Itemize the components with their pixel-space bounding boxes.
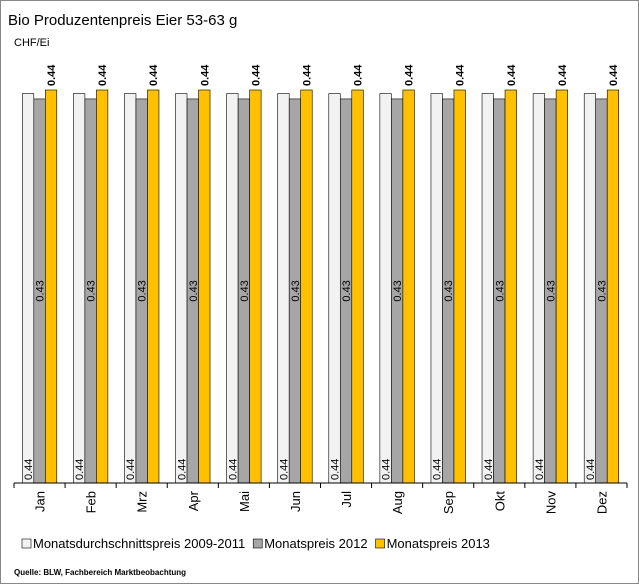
- value-label: 0.44: [381, 459, 393, 480]
- x-tick-label: Sep: [441, 491, 456, 514]
- value-label: 0.43: [494, 280, 506, 301]
- bar: [504, 89, 517, 484]
- value-label: 0.44: [506, 64, 518, 86]
- bar: [430, 93, 443, 484]
- value-label: 0.44: [483, 459, 495, 480]
- value-label: 0.44: [404, 64, 416, 86]
- value-label: 0.43: [341, 280, 353, 301]
- value-label: 0.44: [353, 64, 365, 86]
- value-label: 0.43: [290, 280, 302, 301]
- bar: [606, 89, 620, 484]
- value-label: 0.44: [585, 459, 597, 480]
- bar: [532, 93, 545, 484]
- value-label: 0.44: [330, 459, 342, 480]
- value-label: 0.44: [97, 64, 109, 86]
- value-label: 0.44: [250, 64, 262, 86]
- legend-label: Monatspreis 2012: [264, 536, 367, 551]
- bar: [96, 89, 109, 484]
- bar: [583, 93, 597, 484]
- value-label: 0.43: [443, 280, 455, 301]
- value-label: 0.44: [125, 459, 137, 480]
- x-tick-label: Mai: [237, 491, 252, 512]
- y-axis-label: CHF/Ei: [14, 37, 49, 49]
- bar: [73, 93, 86, 484]
- value-label: 0.44: [534, 459, 546, 480]
- value-label: 0.43: [545, 280, 557, 301]
- x-tick-label: Dez: [594, 491, 609, 514]
- bar: [555, 89, 568, 484]
- legend-swatch: [21, 538, 32, 549]
- value-label: 0.43: [86, 280, 98, 301]
- bar: [44, 89, 58, 484]
- bar: [21, 93, 35, 484]
- x-tick-label: Aug: [390, 491, 405, 514]
- value-label: 0.44: [301, 64, 313, 86]
- x-tick-label: Feb: [84, 491, 99, 513]
- bar: [226, 93, 239, 484]
- bar: [124, 93, 137, 484]
- value-label: 0.44: [23, 459, 35, 480]
- value-label: 0.44: [199, 64, 211, 86]
- value-label: 0.44: [176, 459, 188, 480]
- value-label: 0.43: [35, 280, 47, 301]
- value-label: 0.43: [239, 280, 251, 301]
- x-tick-label: Jan: [33, 491, 48, 512]
- value-label: 0.44: [432, 459, 444, 480]
- value-label: 0.43: [392, 280, 404, 301]
- bar: [328, 93, 341, 484]
- legend-label: Monatsdurchschnittspreis 2009-2011: [33, 536, 245, 551]
- bar: [147, 89, 160, 484]
- bar: [481, 93, 494, 484]
- x-tick-label: Apr: [186, 490, 201, 511]
- source-note: Quelle: BLW, Fachbereich Marktbeobachtun…: [14, 568, 186, 577]
- bar: [379, 93, 392, 484]
- x-tick-label: Nov: [543, 491, 558, 515]
- value-label: 0.43: [596, 280, 608, 301]
- bar: [277, 93, 290, 484]
- bar: [300, 89, 313, 484]
- value-label: 0.44: [227, 459, 239, 480]
- value-label: 0.44: [74, 459, 86, 480]
- bar: [175, 93, 188, 484]
- bar: [351, 89, 364, 484]
- x-tick-label: Okt: [492, 491, 507, 512]
- value-label: 0.44: [608, 64, 620, 86]
- bar: [453, 89, 466, 484]
- value-label: 0.44: [455, 64, 467, 86]
- value-label: 0.44: [278, 459, 290, 480]
- value-label: 0.43: [137, 280, 149, 301]
- x-tick-label: Mrz: [135, 491, 150, 513]
- legend-swatch: [375, 538, 385, 549]
- x-tick-label: Jun: [288, 491, 303, 512]
- legend-swatch: [252, 538, 263, 549]
- bar: [198, 89, 211, 484]
- bar: [402, 89, 415, 484]
- value-label: 0.44: [148, 64, 160, 86]
- bar: [249, 89, 262, 484]
- value-label: 0.44: [557, 64, 569, 86]
- chart-title: Bio Produzentenpreis Eier 53-63 g: [8, 12, 237, 29]
- legend-label: Monatspreis 2013: [387, 536, 490, 551]
- value-label: 0.43: [188, 280, 200, 301]
- x-tick-label: Jul: [339, 491, 354, 508]
- value-label: 0.44: [46, 64, 58, 86]
